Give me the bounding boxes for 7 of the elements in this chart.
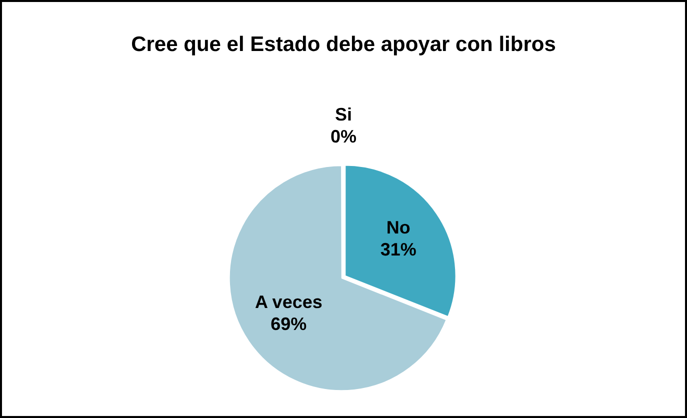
category-label: Si: [334, 104, 352, 124]
slice-label: No: [386, 218, 410, 238]
text: 0%: [330, 126, 357, 146]
chart-title: Cree que el Estado debe apoyar con libros: [130, 32, 557, 57]
data-label: 31%: [380, 240, 416, 260]
data-label: 69%: [270, 314, 307, 334]
slice-label: A veces: [254, 292, 322, 312]
